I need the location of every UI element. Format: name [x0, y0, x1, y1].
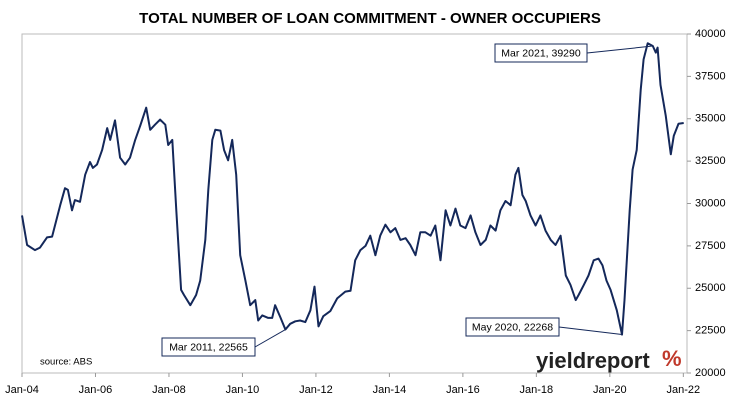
- y-tick-label: 20000: [695, 367, 726, 379]
- annotation-label: Mar 2011, 22565: [169, 341, 248, 353]
- y-tick-label: 35000: [695, 113, 726, 125]
- y-tick-label: 25000: [695, 282, 726, 294]
- x-tick-label: Jan-20: [593, 384, 627, 396]
- x-tick-label: Jan-18: [520, 384, 554, 396]
- plot-frame: [21, 33, 688, 374]
- y-tick-label: 30000: [695, 197, 726, 209]
- y-tick-label: 22500: [695, 325, 726, 337]
- x-tick-label: Jan-08: [152, 384, 186, 396]
- annotation-box: [465, 317, 560, 337]
- annotation-label: Mar 2021, 39290: [501, 47, 581, 59]
- x-tick-label: Jan-04: [5, 384, 39, 396]
- logo: yieldreport: [536, 348, 650, 373]
- x-tick-label: Jan-14: [373, 384, 407, 396]
- annotation-box: [161, 337, 256, 357]
- logo-mark: %: [662, 346, 682, 371]
- annotation-box: [494, 43, 588, 63]
- chart-title: TOTAL NUMBER OF LOAN COMMITMENT - OWNER …: [139, 10, 601, 27]
- x-tick-label: Jan-22: [667, 384, 701, 396]
- annotation-leader: [254, 329, 286, 348]
- x-tick-label: Jan-10: [226, 384, 260, 396]
- y-tick-label: 27500: [695, 240, 726, 252]
- line: [21, 42, 684, 336]
- x-tick-label: Jan-12: [299, 384, 333, 396]
- x-tick-label: Jan-06: [79, 384, 113, 396]
- x-tick-label: Jan-16: [446, 384, 480, 396]
- source: source: ABS: [40, 357, 92, 368]
- y-tick-label: 32500: [695, 155, 726, 167]
- annotation-label: May 2020, 22268: [472, 321, 553, 333]
- y-tick-label: 40000: [695, 28, 726, 40]
- y-tick-label: 37500: [695, 70, 726, 82]
- annotation-leader: [586, 45, 653, 54]
- annotation-leader: [558, 326, 623, 336]
